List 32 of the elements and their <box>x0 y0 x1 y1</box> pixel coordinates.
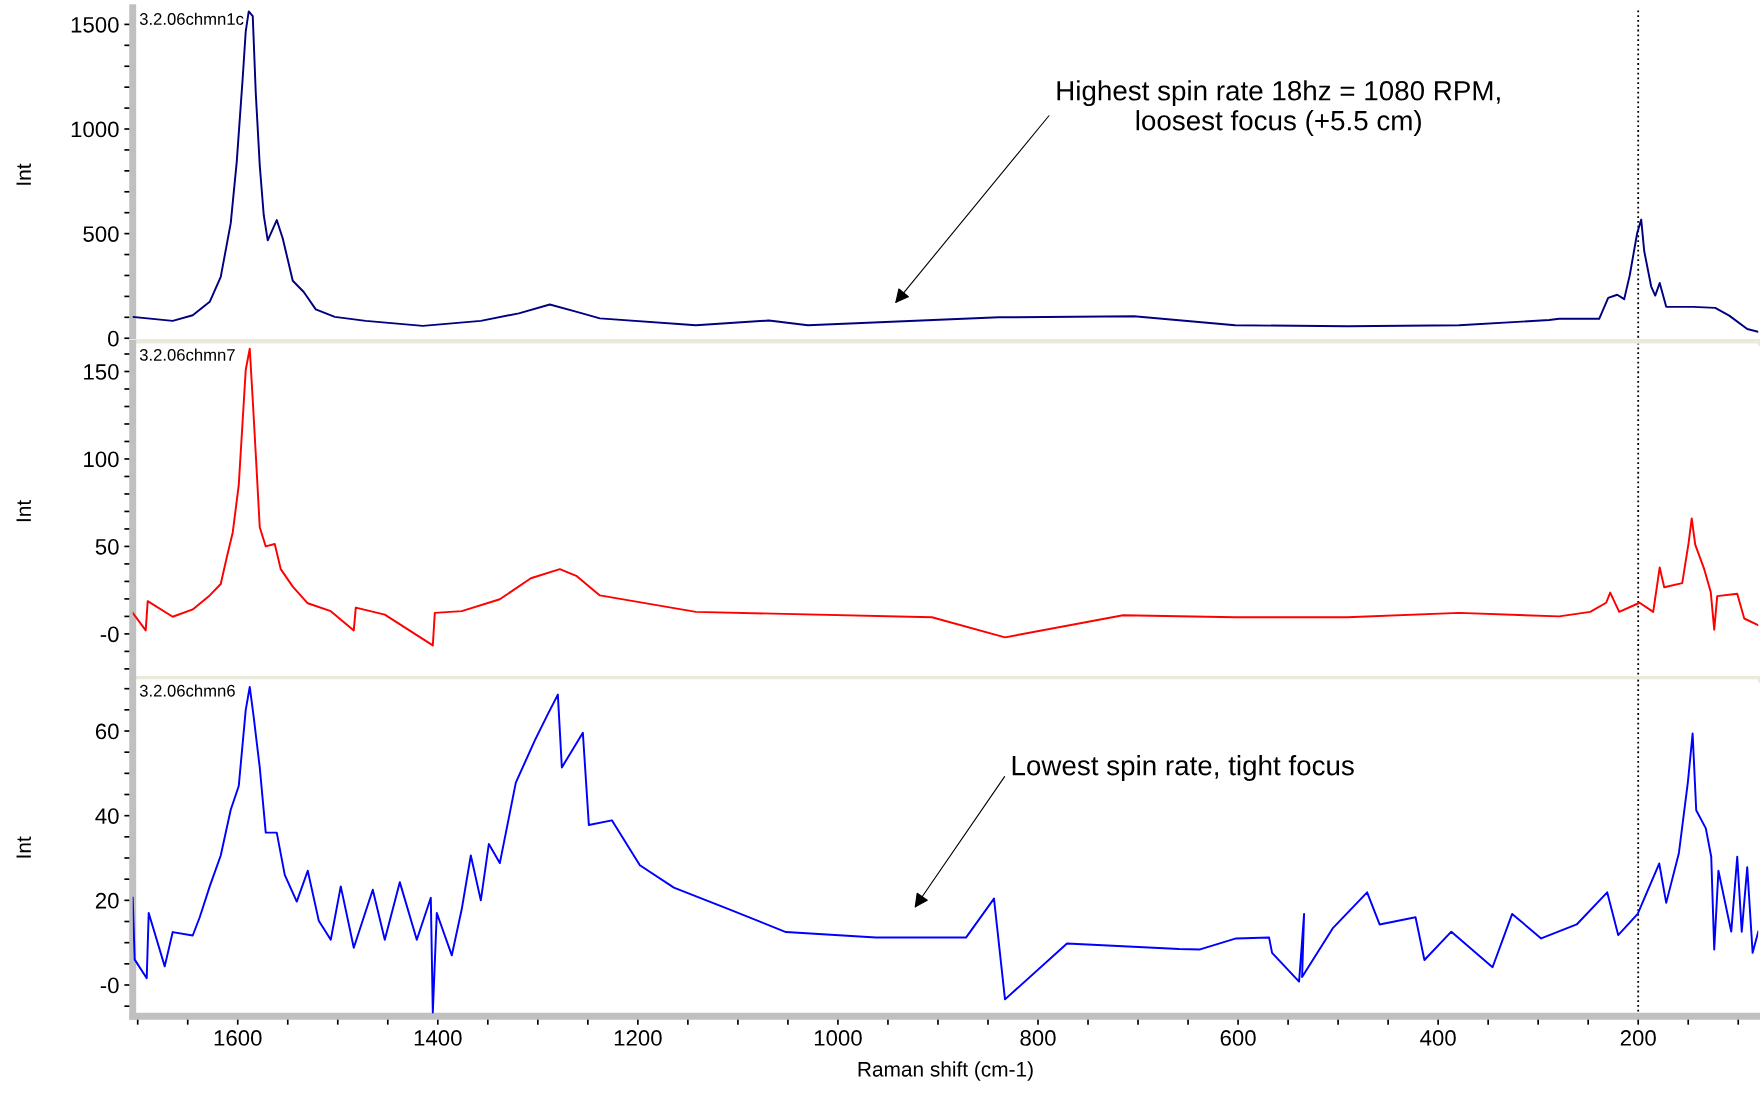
x-tick-label: 400 <box>1420 1030 1456 1046</box>
y-tick-label: 50 <box>95 538 119 555</box>
x-tick-label: 1600 <box>214 1030 262 1046</box>
y-tick-label: 20 <box>95 892 119 909</box>
x-axis-title: Raman shift (cm-1) <box>858 1061 1033 1081</box>
y-tick-label: -0 <box>100 626 119 643</box>
x-tick-label: 1000 <box>814 1030 862 1046</box>
x-tick-label: 200 <box>1620 1030 1656 1046</box>
x-tick-label: 1200 <box>614 1030 662 1046</box>
x-tick-label: 800 <box>1020 1030 1056 1046</box>
x-tick-label: 1400 <box>414 1030 462 1046</box>
annotation: Highest spin rate 18hz = 1080 RPM, loosest focus (+5.5 cm) <box>1057 80 1500 136</box>
line-series <box>132 347 1759 647</box>
y-axis-title: Int <box>16 836 32 858</box>
annotation: Lowest spin rate, tight focus <box>1012 755 1354 781</box>
y-tick-label: 0 <box>108 330 119 347</box>
y-tick-label: 1000 <box>71 121 119 138</box>
y-tick-label: 40 <box>95 808 119 824</box>
line-series <box>132 10 1759 333</box>
y-tick-label: 150 <box>84 364 119 380</box>
line-series <box>132 686 1759 1014</box>
y-tick-label: 60 <box>95 723 119 740</box>
y-axis-title: Int <box>16 163 32 185</box>
y-tick-label: 500 <box>83 226 119 242</box>
y-tick-label: 1500 <box>71 16 119 33</box>
y-tick-label: 100 <box>84 451 119 468</box>
chart-title: 3.2.06chmn1c <box>139 12 244 25</box>
y-tick-label: -0 <box>100 977 119 994</box>
chart-title: 3.2.06chmn6 <box>139 684 235 697</box>
y-axis-title: Int <box>16 500 32 522</box>
x-tick-label: 600 <box>1220 1030 1256 1046</box>
chart-title: 3.2.06chmn7 <box>139 348 235 361</box>
